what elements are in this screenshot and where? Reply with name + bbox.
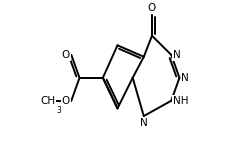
Text: CH: CH	[40, 96, 55, 106]
Text: O: O	[62, 50, 70, 60]
Text: O: O	[148, 3, 156, 13]
Text: N: N	[181, 73, 189, 83]
Text: 3: 3	[57, 106, 61, 115]
Text: NH: NH	[173, 96, 188, 106]
Text: N: N	[140, 118, 148, 128]
Text: N: N	[173, 50, 181, 60]
Text: O: O	[62, 96, 70, 106]
